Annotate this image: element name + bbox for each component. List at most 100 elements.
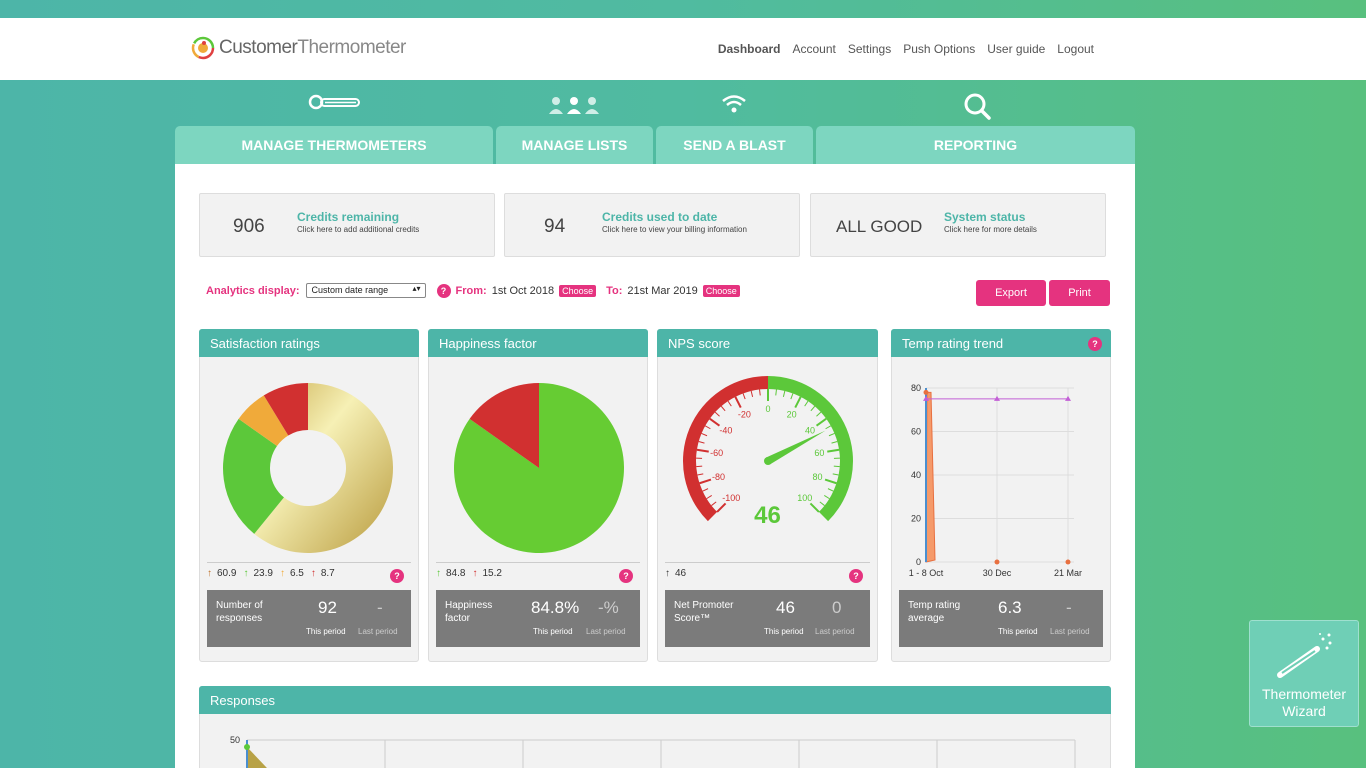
temp-trend-title-text: Temp rating trend	[902, 336, 1004, 351]
this-period-label: This period	[998, 627, 1038, 636]
gauge-tick-label: 40	[805, 425, 815, 435]
nps-stats: ↑ 46 ?	[665, 562, 870, 584]
nav-logout[interactable]: Logout	[1057, 42, 1094, 56]
pie-slice-hot	[254, 383, 393, 553]
happiness-panel: Happiness factor ↑ 84.8 ↑ 15.2 ? Happiness…	[428, 329, 648, 662]
responses-panel: Responses 50	[199, 686, 1111, 768]
analytics-help-icon[interactable]: ?	[436, 283, 451, 298]
stat-warm: 23.9	[253, 568, 273, 579]
arrow-up-icon: ↑	[243, 568, 249, 579]
wifi-icon[interactable]	[721, 94, 747, 114]
select-arrows-icon: ▴▾	[412, 284, 421, 293]
nav-account[interactable]: Account	[792, 42, 836, 56]
y-tick-label: 0	[916, 557, 921, 567]
last-period-value: 0	[832, 598, 842, 617]
nav-settings[interactable]: Settings	[847, 42, 892, 56]
credits-used-sub: Click here to view your billing informat…	[602, 225, 747, 234]
happiness-pie-chart	[454, 383, 624, 553]
system-status-label: System status	[944, 210, 1026, 224]
pie-slice-warm	[223, 418, 284, 534]
wizard-label: Thermometer Wizard	[1250, 686, 1358, 720]
this-period-label: This period	[306, 627, 346, 636]
this-period-value: 84.8%	[531, 598, 580, 617]
last-period-value: -	[377, 598, 383, 617]
analytics-selected-value: Custom date range	[311, 285, 389, 295]
last-period-value: -	[1066, 598, 1072, 617]
credits-used-card[interactable]: 94 Credits used to date Click here to vi…	[504, 193, 800, 257]
happiness-stats: ↑ 84.8 ↑ 15.2 ?	[436, 562, 640, 584]
arrow-up-icon: ↑	[436, 568, 441, 579]
pie-slice-unhappy	[469, 383, 539, 468]
satisfaction-summary: Number of responses 92 - This period Las…	[207, 590, 411, 647]
credits-used-value: 94	[544, 216, 566, 237]
tab-manage-lists[interactable]: MANAGE LISTS	[496, 126, 653, 164]
to-value: 21st Mar 2019	[627, 284, 698, 297]
dashboard-content: 906 Credits remaining Click here to add …	[175, 164, 1135, 768]
logo-text-customer: Customer	[219, 37, 298, 58]
y-tick-label: 20	[911, 514, 921, 524]
gauge-tick-label: 60	[814, 448, 824, 458]
stat-happy: 84.8	[446, 568, 466, 579]
temp-summary: Temp rating average 6.3 - This period La…	[899, 590, 1103, 647]
gauge-tick-label: -60	[710, 448, 723, 458]
nps-gauge: -100 -80 -60 -40 -20 0 20 40 60 80 100	[683, 376, 853, 522]
gauge-tick-label: 0	[765, 404, 770, 414]
trend-point	[1065, 559, 1071, 565]
thermometer-icon[interactable]	[308, 93, 360, 111]
temp-trend-chart: 0 20 40 60 80 1 - 8 Oct 30 Dec 21 Mar	[909, 383, 1082, 578]
satisfaction-title: Satisfaction ratings	[199, 329, 419, 357]
y-tick-label: 60	[911, 427, 921, 437]
logo[interactable]: Customer Thermometer	[191, 36, 406, 60]
from-choose-button[interactable]: Choose	[559, 284, 597, 297]
credits-remaining-sub: Click here to add additional credits	[297, 225, 420, 234]
wizard-label-line2: Wizard	[1282, 703, 1326, 719]
print-button[interactable]: Print	[1049, 280, 1110, 306]
satisfaction-help-icon[interactable]: ?	[390, 569, 404, 583]
pie-slice-cool	[238, 395, 289, 447]
thermometer-wizard-button[interactable]: Thermometer Wizard	[1249, 620, 1359, 727]
people-icon[interactable]	[547, 96, 601, 114]
arrow-up-icon: ↑	[279, 568, 285, 579]
from-label: From:	[455, 284, 487, 297]
tab-icons	[175, 88, 1135, 124]
analytics-display-select[interactable]: Custom date range ▴▾	[305, 283, 426, 298]
tab-manage-thermometers[interactable]: MANAGE THERMOMETERS	[175, 126, 493, 164]
analytics-display-label: Analytics display:	[206, 284, 300, 297]
arrow-up-icon: ↑	[207, 568, 212, 579]
to-label: To:	[606, 284, 623, 297]
nps-help-icon[interactable]: ?	[849, 569, 863, 583]
gauge-needle	[766, 430, 826, 465]
tab-reporting[interactable]: REPORTING	[816, 126, 1135, 164]
to-choose-button[interactable]: Choose	[702, 284, 740, 297]
happiness-help-icon[interactable]: ?	[619, 569, 633, 583]
nav-user-guide[interactable]: User guide	[987, 42, 1046, 56]
temp-trend-title: Temp rating trend ?	[891, 329, 1111, 357]
y-tick-label: 80	[911, 383, 921, 393]
happiness-summary: Happiness factor 84.8% -% This period La…	[436, 590, 640, 647]
temp-trend-help-icon[interactable]: ?	[1088, 337, 1102, 351]
system-status-card[interactable]: ALL GOOD System status Click here for mo…	[810, 193, 1106, 257]
arrow-up-icon: ↑	[472, 568, 478, 579]
stat-hot: 60.9	[217, 568, 237, 579]
gauge-tick-label: 80	[812, 472, 822, 482]
y-tick-label: 40	[911, 470, 921, 480]
gauge-positive-band	[768, 376, 853, 522]
search-icon[interactable]	[963, 92, 991, 120]
last-period-label: Last period	[358, 627, 398, 636]
export-button[interactable]: Export	[976, 280, 1046, 306]
tab-send-a-blast[interactable]: SEND A BLAST	[656, 126, 813, 164]
arrow-up-icon: ↑	[310, 568, 316, 579]
logo-text-thermometer: Thermometer	[297, 37, 406, 58]
magic-wand-icon	[1277, 633, 1332, 678]
responses-y-tick: 50	[230, 735, 240, 745]
this-period-label: This period	[764, 627, 804, 636]
trend-point	[994, 395, 1000, 401]
this-period-label: This period	[533, 627, 573, 636]
top-nav: Dashboard Account Settings Push Options …	[718, 42, 1094, 56]
nav-push-options[interactable]: Push Options	[903, 42, 976, 56]
main-tabs: MANAGE THERMOMETERS MANAGE LISTS SEND A …	[175, 126, 1135, 164]
nav-dashboard[interactable]: Dashboard	[717, 42, 781, 56]
responses-title: Responses	[199, 686, 1111, 714]
credits-remaining-value: 906	[233, 216, 265, 237]
credits-remaining-card[interactable]: 906 Credits remaining Click here to add …	[199, 193, 495, 257]
